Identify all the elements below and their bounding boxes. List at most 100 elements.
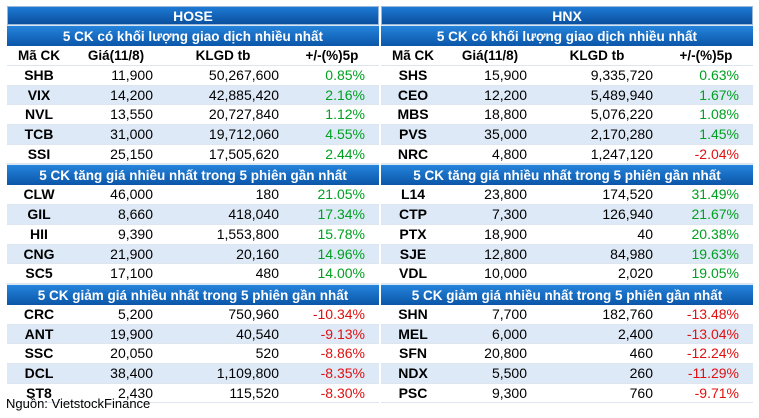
column-header: +/-(%)5p [679, 48, 733, 63]
change-percent: 2.44% [325, 145, 365, 162]
stock-symbol: VIX [27, 86, 51, 103]
stock-price: 5,500 [491, 364, 527, 381]
table-row: DCL 38,400 1,109,800 -8.35% [7, 363, 379, 384]
stock-symbol: L14 [400, 186, 426, 203]
stock-symbol: NVL [25, 106, 53, 123]
table-row: CRC 5,200 750,960 -10.34% [7, 305, 379, 325]
column-header: Mã CK [17, 48, 60, 63]
stock-price: 14,200 [110, 86, 153, 103]
avg-volume: 750,960 [228, 305, 279, 322]
table-row: SC5 17,100 480 14.00% [7, 264, 379, 284]
change-percent: -11.29% [687, 364, 739, 381]
table-row: VIX 14,200 42,885,420 2.16% [7, 85, 379, 106]
avg-volume: 20,727,840 [208, 106, 279, 123]
section-title: 5 CK có khối lượng giao dịch nhiều nhất [381, 25, 753, 46]
avg-volume: 126,940 [602, 206, 653, 223]
change-percent: 15.78% [317, 225, 365, 242]
column-header: Mã CK [391, 48, 434, 63]
change-percent: 17.34% [317, 206, 365, 223]
stock-price: 7,700 [491, 305, 527, 322]
avg-volume: 42,885,420 [208, 86, 279, 103]
stock-price: 9,390 [117, 225, 153, 242]
stock-symbol: HII [30, 225, 48, 242]
column-header-row: Mã CK Giá(11/8) KLGD tb +/-(%)5p [381, 46, 753, 66]
table-row: TCB 31,000 19,712,060 4.55% [7, 125, 379, 145]
stock-price: 2,430 [117, 384, 153, 401]
section-title: 5 CK giảm giá nhiều nhất trong 5 phiên g… [7, 283, 379, 305]
change-percent: 0.85% [325, 67, 365, 83]
stock-symbol: DCL [24, 364, 54, 381]
table-row: PVS 35,000 2,170,280 1.45% [381, 125, 753, 145]
table-row: GIL 8,660 418,040 17.34% [7, 205, 379, 225]
stock-price: 25,150 [110, 145, 153, 162]
column-header: KLGD tb [195, 48, 251, 63]
avg-volume: 180 [255, 186, 279, 203]
stock-price: 12,200 [484, 86, 527, 103]
change-percent: 1.12% [325, 106, 365, 123]
change-percent: 14.00% [317, 265, 365, 282]
stock-symbol: PVS [398, 126, 427, 143]
table-row: NDX 5,500 260 -11.29% [381, 363, 753, 384]
avg-volume: 50,267,600 [208, 67, 279, 83]
change-percent: -10.34% [312, 305, 365, 322]
table-row: CNG 21,900 20,160 14.96% [7, 244, 379, 265]
stock-price: 6,000 [491, 325, 527, 342]
stock-price: 17,100 [110, 265, 153, 282]
avg-volume: 1,109,800 [216, 364, 279, 381]
avg-volume: 19,712,060 [208, 126, 279, 143]
avg-volume: 418,040 [228, 206, 279, 223]
change-percent: -8.35% [320, 364, 365, 381]
change-percent: -13.04% [686, 325, 739, 342]
table-row: SSI 25,150 17,505,620 2.44% [7, 145, 379, 165]
stock-price: 23,800 [484, 186, 527, 203]
avg-volume: 260 [629, 364, 653, 381]
avg-volume: 480 [255, 265, 279, 282]
table-row: PSC 9,300 760 -9.71% [381, 384, 753, 404]
source-note: Nguồn: VietstockFinance [6, 396, 151, 411]
change-percent: 31.49% [691, 186, 739, 203]
stock-price: 10,000 [484, 265, 527, 282]
avg-volume: 2,170,280 [590, 126, 653, 143]
column-header: KLGD tb [569, 48, 625, 63]
stock-symbol: CRC [23, 305, 55, 322]
exchange-title: HOSE [7, 6, 379, 25]
avg-volume: 2,020 [617, 265, 653, 282]
change-percent: 21.05% [317, 186, 365, 203]
change-percent: 0.63% [699, 67, 739, 83]
stock-symbol: MBS [397, 106, 429, 123]
table-row: CTP 7,300 126,940 21.67% [381, 205, 753, 225]
stock-price: 19,900 [110, 325, 153, 342]
avg-volume: 5,489,940 [590, 86, 653, 103]
table-row: SHB 11,900 50,267,600 0.85% [7, 66, 379, 86]
avg-volume: 9,335,720 [590, 67, 653, 83]
change-percent: 19.63% [691, 245, 739, 262]
hose-panel: HOSE 5 CK có khối lượng giao dịch nhiều n… [7, 6, 379, 404]
stock-symbol: SFN [399, 345, 427, 362]
avg-volume: 17,505,620 [208, 145, 279, 162]
avg-volume: 84,980 [610, 245, 653, 262]
exchange-title: HNX [381, 6, 753, 25]
table-row: CLW 46,000 180 21.05% [7, 185, 379, 206]
change-percent: 14.96% [317, 245, 365, 262]
change-percent: -2.04% [694, 145, 739, 162]
hnx-panel: HNX 5 CK có khối lượng giao dịch nhiều nh… [381, 6, 753, 404]
change-percent: -9.13% [320, 325, 365, 342]
table-row: SSC 20,050 520 -8.86% [7, 344, 379, 364]
avg-volume: 1,247,120 [590, 145, 653, 162]
table-row: NRC 4,800 1,247,120 -2.04% [381, 145, 753, 165]
change-percent: 4.55% [325, 126, 365, 143]
change-percent: 1.08% [699, 106, 739, 123]
table-row: MEL 6,000 2,400 -13.04% [381, 324, 753, 345]
avg-volume: 174,520 [602, 186, 653, 203]
avg-volume: 40,540 [236, 325, 279, 342]
section-title: 5 CK tăng giá nhiều nhất trong 5 phiên g… [7, 164, 379, 186]
avg-volume: 520 [255, 345, 279, 362]
stock-symbol: SHN [398, 305, 428, 322]
avg-volume: 1,553,800 [216, 225, 279, 242]
table-row: PTX 18,900 40 20.38% [381, 225, 753, 245]
stock-price: 20,800 [484, 345, 527, 362]
stock-symbol: CNG [23, 245, 55, 262]
stock-symbol: SJE [399, 245, 427, 262]
avg-volume: 40 [637, 225, 653, 242]
table-row: HII 9,390 1,553,800 15.78% [7, 225, 379, 245]
